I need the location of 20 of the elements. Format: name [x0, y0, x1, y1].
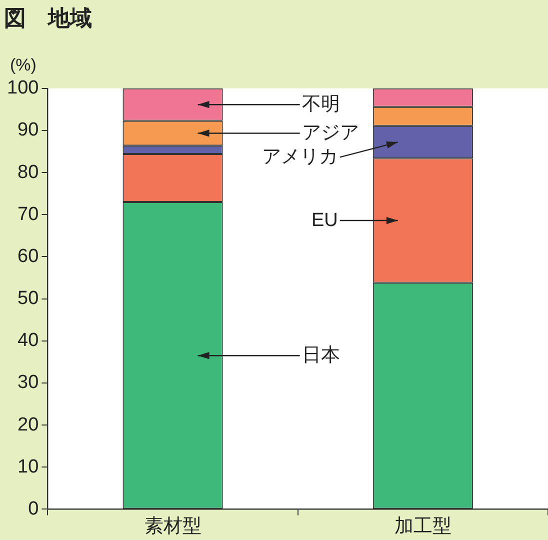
series-label: EU	[311, 210, 338, 231]
y-tick-label: 80	[18, 162, 39, 183]
x-tick-label: 素材型	[144, 516, 202, 537]
chart-title: 図 地域	[4, 5, 92, 30]
series-label: 不明	[302, 94, 340, 115]
series-label: 日本	[302, 344, 340, 366]
x-tick-label: 加工型	[394, 516, 452, 537]
y-tick-label: 60	[18, 246, 39, 267]
y-tick-label: 30	[18, 372, 39, 394]
y-tick-label: 10	[18, 456, 39, 478]
y-tick-label: 20	[18, 414, 39, 436]
y-tick-label: 50	[18, 288, 39, 310]
y-tick-label: 70	[18, 204, 39, 225]
y-tick-label: 40	[18, 330, 39, 352]
y-tick-label: 100	[7, 78, 39, 99]
series-label: アジア	[302, 122, 359, 144]
y-axis-title: (%)	[10, 56, 36, 75]
y-tick-label: 90	[18, 120, 39, 141]
y-tick-label: 0	[28, 498, 39, 520]
series-label: アメリカ	[262, 146, 338, 168]
